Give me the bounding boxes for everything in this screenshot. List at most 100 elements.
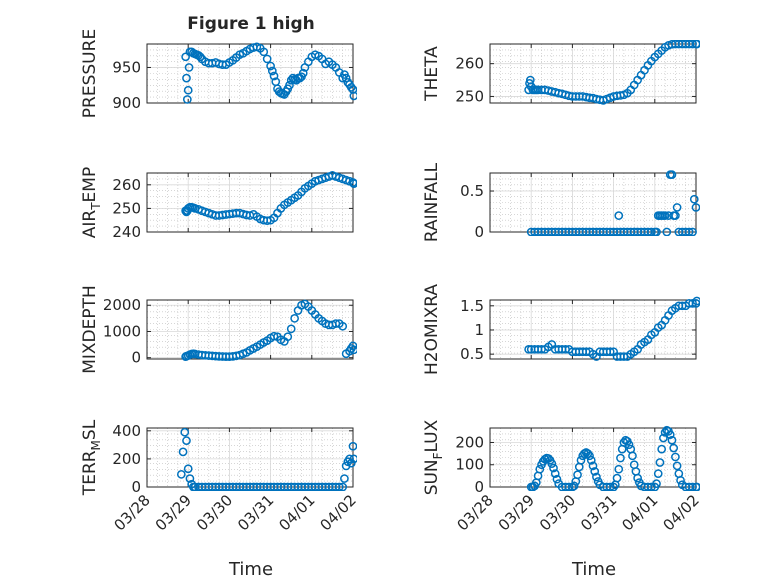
- y-axis-label-rest: EMP: [80, 167, 100, 203]
- data-point: [657, 444, 667, 454]
- data-point: [667, 435, 677, 445]
- data-point: [616, 453, 625, 463]
- x-tick-label: 03/31: [577, 491, 620, 534]
- y-tick-label: 200: [455, 433, 484, 451]
- y-tick-label: 2000: [103, 296, 141, 314]
- x-tick-label: 03/30: [536, 491, 579, 534]
- data-point: [262, 54, 272, 64]
- y-tick-label: 0.5: [460, 345, 484, 363]
- y-tick-label: 260: [455, 55, 484, 73]
- subplot-4: 0 0.5 RAINFALL: [422, 162, 700, 242]
- data-point: [662, 227, 672, 236]
- y-tick-label: 1.5: [460, 297, 484, 315]
- data-point: [609, 482, 618, 491]
- axes-box: [489, 427, 697, 488]
- data-point: [665, 430, 675, 440]
- y-axis-label: TERRMSL: [80, 419, 103, 496]
- subplot-1: 900 950 PRESSURE: [80, 29, 357, 118]
- data-point: [672, 461, 682, 471]
- y-tick-label: 900: [112, 94, 141, 112]
- subplot-6: 0.5 1 1.5 H2OMIXRA: [422, 284, 700, 375]
- data-point: [583, 449, 593, 458]
- data-point: [349, 454, 357, 464]
- data-series: [526, 170, 700, 236]
- axes-box: [489, 43, 697, 104]
- y-tick-label: 0: [131, 478, 141, 496]
- y-tick-label: 1000: [103, 322, 141, 340]
- x-tick-label: 03/31: [234, 491, 277, 534]
- y-axis-label-main: THETA: [422, 46, 442, 102]
- data-point: [183, 85, 193, 95]
- data-point: [684, 227, 694, 236]
- data-point: [550, 469, 560, 478]
- data-point: [349, 345, 357, 355]
- data-point: [334, 482, 344, 491]
- data-point: [652, 227, 661, 236]
- data-point: [348, 441, 357, 451]
- axes-box: [146, 43, 354, 104]
- y-axis-label-main: TERR: [80, 450, 100, 496]
- data-point: [672, 203, 682, 212]
- y-axis-label: SUNFLUX: [422, 419, 445, 495]
- data-point: [269, 71, 279, 81]
- subplot-3: 240 250 260 AIRTEMP: [80, 167, 357, 241]
- data-point: [688, 40, 697, 49]
- data-point: [283, 332, 293, 342]
- y-axis-label-subscript: T: [89, 202, 103, 211]
- x-tick-label: 04/01: [618, 491, 661, 534]
- y-tick-label: 950: [112, 58, 141, 76]
- data-point: [338, 482, 348, 491]
- grid: [146, 427, 354, 488]
- x-axis-label-right: Time: [571, 559, 616, 580]
- x-axis-label-left: Time: [228, 559, 273, 580]
- y-axis-label: AIRTEMP: [80, 167, 103, 238]
- data-point: [564, 482, 574, 491]
- data-point: [688, 482, 697, 491]
- data-point: [588, 461, 598, 471]
- y-axis-label-main: SUN: [422, 459, 442, 495]
- data-point: [341, 73, 351, 83]
- data-point: [614, 211, 624, 220]
- data-point: [346, 83, 356, 92]
- y-tick-label: 400: [112, 422, 141, 440]
- data-point: [267, 66, 277, 76]
- axes-box: [146, 172, 354, 233]
- data-series: [181, 171, 357, 226]
- y-tick-label: 0: [474, 478, 484, 496]
- data-point: [692, 482, 700, 491]
- data-series: [176, 427, 357, 491]
- data-point: [660, 211, 670, 220]
- data-point: [184, 63, 194, 72]
- data-point: [688, 227, 697, 236]
- y-tick-label: 240: [112, 223, 141, 241]
- data-point: [290, 314, 299, 323]
- data-point: [605, 347, 615, 357]
- data-point: [653, 469, 663, 478]
- data-point: [340, 474, 349, 483]
- data-point: [547, 459, 557, 468]
- data-point: [183, 464, 193, 474]
- y-axis-label-rest: SL: [80, 419, 100, 440]
- data-point: [259, 47, 269, 57]
- data-point: [266, 61, 275, 71]
- data-point: [345, 454, 354, 464]
- x-tick-label: 03/29: [495, 491, 538, 534]
- data-point: [692, 40, 700, 49]
- y-axis-label: PRESSURE: [80, 29, 100, 118]
- data-point: [195, 52, 205, 62]
- data-point: [647, 227, 656, 236]
- y-tick-label: 250: [112, 199, 141, 217]
- data-point: [285, 80, 294, 90]
- data-point: [585, 451, 594, 461]
- data-series: [524, 296, 700, 361]
- x-tick-label: 04/02: [317, 491, 360, 534]
- y-axis-label-subscript: M: [89, 440, 103, 450]
- data-point: [181, 52, 190, 62]
- data-point: [178, 447, 188, 457]
- data-point: [552, 474, 562, 484]
- subplot-grid: 900 950 PRESSURE 250 260 THETA 240 250 260 AIRTEM…: [80, 29, 703, 535]
- y-axis-label: THETA: [422, 46, 442, 102]
